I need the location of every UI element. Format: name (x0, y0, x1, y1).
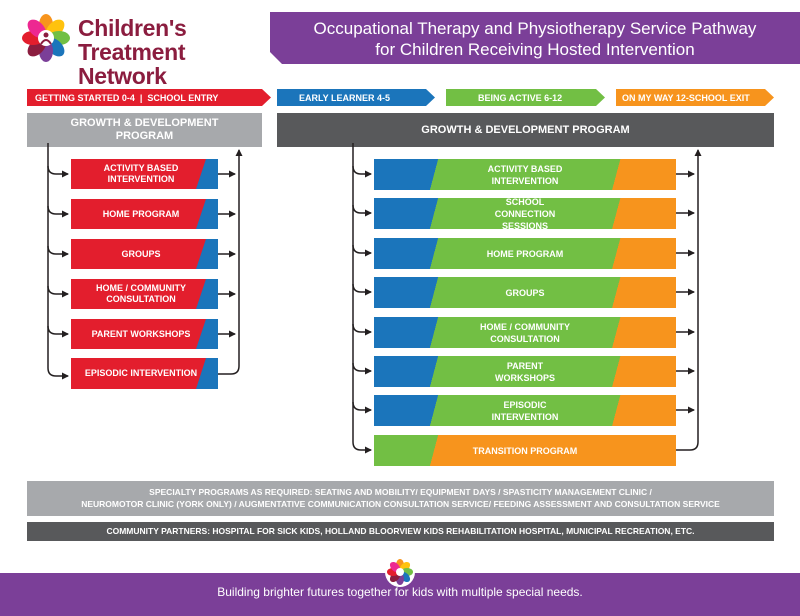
left-program-label: HOME PROGRAM (102, 208, 180, 219)
logo: Children's Treatment Network (22, 14, 262, 88)
footer-logo-badge (385, 557, 415, 587)
right-program-label: ACTIVITY BASED INTERVENTION (487, 163, 563, 186)
logo-line-2: Treatment Network (78, 39, 186, 89)
right-program-label: TRANSITION PROGRAM (472, 445, 578, 456)
tab-getting-started: GETTING STARTED 0-4 | SCHOOL ENTRY (27, 89, 271, 106)
right-program-label: PARENT WORKSHOPS (494, 360, 555, 383)
footer-flower-icon (387, 559, 413, 585)
right-program-bar: HOME / COMMUNITY CONSULTATION (374, 317, 676, 348)
tab-getting-started-label: GETTING STARTED 0-4 | SCHOOL ENTRY (35, 92, 219, 103)
tab-early-learner: EARLY LEARNER 4-5 (277, 89, 435, 106)
right-program-bar: PARENT WORKSHOPS (374, 356, 676, 387)
right-program-label: HOME PROGRAM (486, 248, 564, 259)
tab-being-active-label: BEING ACTIVE 6-12 (478, 92, 563, 103)
tab-on-my-way-label: ON MY WAY 12-SCHOOL EXIT (622, 92, 750, 103)
right-program-bar: SCHOOL CONNECTION SESSIONS (374, 196, 676, 231)
right-program-header: GROWTH & DEVELOPMENT PROGRAM (277, 113, 774, 147)
logo-flower-icon (22, 14, 70, 62)
transition-program-bar: TRANSITION PROGRAM (374, 435, 676, 466)
specialty-line-1: SPECIALTY PROGRAMS AS REQUIRED: SEATING … (149, 487, 652, 497)
left-box-fill (71, 239, 218, 269)
left-program-label: HOME / COMMUNITY CONSULTATION (96, 283, 186, 304)
right-program-label: HOME / COMMUNITY CONSULTATION (480, 321, 570, 344)
left-program-box: PARENT WORKSHOPS (71, 319, 218, 349)
community-partners-text: COMMUNITY PARTNERS: HOSPITAL FOR SICK KI… (106, 526, 695, 536)
left-program-box: ACTIVITY BASED INTERVENTION (71, 159, 218, 189)
tab-on-my-way: ON MY WAY 12-SCHOOL EXIT (616, 89, 774, 106)
left-program-label: ACTIVITY BASED INTERVENTION (103, 163, 179, 184)
right-program-header-label: GROWTH & DEVELOPMENT PROGRAM (421, 124, 630, 136)
left-program-label: EPISODIC INTERVENTION (84, 368, 198, 378)
right-program-label: GROUPS (505, 287, 545, 298)
title-line-2: for Children Receiving Hosted Interventi… (375, 40, 695, 59)
left-program-header: GROWTH & DEVELOPMENT PROGRAM (27, 113, 262, 147)
right-program-label: EPISODIC INTERVENTION (491, 399, 559, 422)
left-box-fill (71, 279, 218, 309)
left-program-box: GROUPS (71, 239, 218, 269)
left-program-box: EPISODIC INTERVENTION (71, 358, 218, 389)
footer-tagline: Building brighter futures together for k… (217, 585, 583, 599)
specialty-programs-bar: SPECIALTY PROGRAMS AS REQUIRED: SEATING … (27, 481, 774, 516)
title-line-1: Occupational Therapy and Physiotherapy S… (313, 19, 757, 38)
left-box-fill (71, 159, 218, 189)
right-program-bar: EPISODIC INTERVENTION (374, 395, 676, 426)
left-box-fill (71, 319, 218, 349)
community-partners-bar: COMMUNITY PARTNERS: HOSPITAL FOR SICK KI… (27, 522, 774, 541)
specialty-line-2: NEUROMOTOR CLINIC (YORK ONLY) / AUGMENTA… (81, 499, 720, 509)
logo-line-1: Children's (78, 15, 187, 41)
right-program-label: SCHOOL CONNECTION SESSIONS (494, 196, 556, 231)
left-box-fill (71, 358, 218, 389)
left-program-label: PARENT WORKSHOPS (91, 328, 191, 339)
right-program-bar: GROUPS (374, 277, 676, 308)
left-box-fill (71, 199, 218, 229)
right-program-bar: ACTIVITY BASED INTERVENTION (374, 159, 676, 190)
tab-early-learner-label: EARLY LEARNER 4-5 (299, 92, 391, 103)
left-program-box: HOME PROGRAM (71, 199, 218, 229)
left-program-box: HOME / COMMUNITY CONSULTATION (71, 279, 218, 309)
title-banner: Occupational Therapy and Physiotherapy S… (270, 12, 800, 64)
left-program-header-label: GROWTH & DEVELOPMENT PROGRAM (70, 117, 219, 142)
tab-being-active: BEING ACTIVE 6-12 (446, 89, 605, 106)
left-program-label: GROUPS (121, 248, 161, 259)
right-program-bar: HOME PROGRAM (374, 238, 676, 269)
